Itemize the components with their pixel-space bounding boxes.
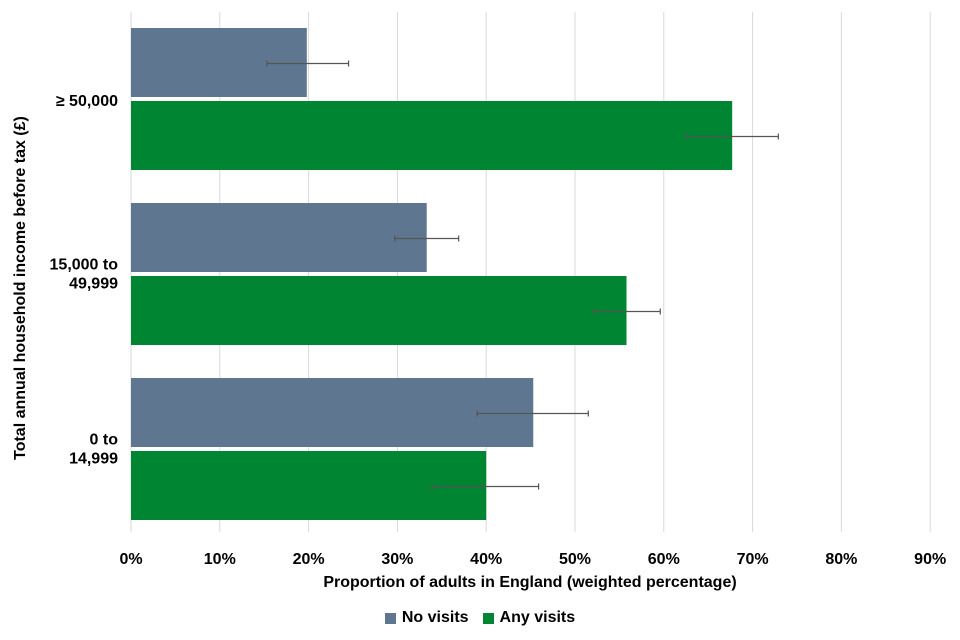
bar-no-visits [131, 28, 307, 97]
x-axis-title: Proportion of adults in England (weighte… [323, 574, 736, 591]
legend-item-any-visits: Any visits [482, 609, 576, 627]
category-label: 15,000 to [50, 257, 119, 274]
x-tick-label: 40% [470, 551, 502, 568]
x-tick-label: 70% [737, 551, 769, 568]
bar-any-visits [131, 276, 627, 345]
legend-swatch-any-visits [482, 612, 494, 624]
x-tick-label: 10% [204, 551, 236, 568]
category-label: ≥ 50,000 [56, 93, 118, 110]
x-tick-label: 20% [293, 551, 325, 568]
legend-item-no-visits: No visits [384, 609, 469, 627]
x-tick-label: 50% [559, 551, 591, 568]
x-tick-label: 0% [119, 551, 142, 568]
category-label: 49,999 [69, 276, 118, 293]
legend-swatch-no-visits [384, 612, 396, 624]
bar-any-visits [131, 451, 487, 520]
category-label: 14,999 [69, 451, 118, 468]
x-tick-label: 30% [381, 551, 413, 568]
x-tick-label: 60% [648, 551, 680, 568]
bar-no-visits [131, 203, 427, 272]
category-label: 0 to [90, 432, 119, 449]
bar-no-visits [131, 378, 534, 447]
legend-label-any-visits: Any visits [499, 609, 576, 626]
y-axis-title: Total annual household income before tax… [12, 116, 29, 460]
x-axis-ticks: 0% 10% 20% 30% 40% 50% 60% 70% 80% 90% [119, 551, 946, 568]
bars [131, 28, 733, 520]
x-tick-label: 90% [914, 551, 946, 568]
error-bars [266, 60, 779, 490]
bar-chart: 0% 10% 20% 30% 40% 50% 60% 70% 80% 90% ≥ 50,000 15… [12, 12, 946, 591]
y-axis-categories: ≥ 50,000 15,000 to 49,999 0 to 14,999 [50, 93, 119, 468]
bar-any-visits [131, 101, 733, 170]
legend: No visits Any visits [0, 609, 960, 627]
x-tick-label: 80% [825, 551, 857, 568]
legend-label-no-visits: No visits [401, 609, 469, 626]
